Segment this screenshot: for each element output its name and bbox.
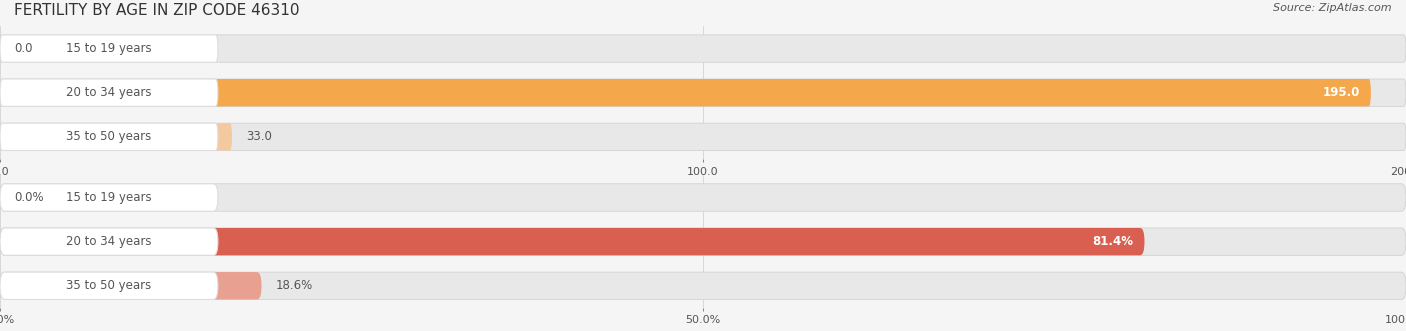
Text: 35 to 50 years: 35 to 50 years [66, 130, 152, 143]
Text: Source: ZipAtlas.com: Source: ZipAtlas.com [1274, 3, 1392, 13]
FancyBboxPatch shape [0, 228, 218, 255]
FancyBboxPatch shape [0, 184, 1406, 211]
FancyBboxPatch shape [0, 79, 1371, 106]
Text: 20 to 34 years: 20 to 34 years [66, 235, 152, 248]
Text: 35 to 50 years: 35 to 50 years [66, 279, 152, 292]
FancyBboxPatch shape [0, 228, 1144, 255]
Text: 15 to 19 years: 15 to 19 years [66, 42, 152, 55]
Text: FERTILITY BY AGE IN ZIP CODE 46310: FERTILITY BY AGE IN ZIP CODE 46310 [14, 3, 299, 18]
FancyBboxPatch shape [0, 35, 1406, 62]
FancyBboxPatch shape [0, 35, 218, 62]
FancyBboxPatch shape [0, 272, 218, 300]
Text: 81.4%: 81.4% [1092, 235, 1133, 248]
Text: 20 to 34 years: 20 to 34 years [66, 86, 152, 99]
Text: 195.0: 195.0 [1322, 86, 1360, 99]
Text: 15 to 19 years: 15 to 19 years [66, 191, 152, 204]
Text: 0.0%: 0.0% [14, 191, 44, 204]
Text: 33.0: 33.0 [246, 130, 271, 143]
FancyBboxPatch shape [0, 123, 218, 151]
FancyBboxPatch shape [0, 272, 1406, 300]
Text: 18.6%: 18.6% [276, 279, 312, 292]
FancyBboxPatch shape [0, 79, 218, 106]
FancyBboxPatch shape [0, 272, 262, 300]
FancyBboxPatch shape [0, 123, 1406, 151]
FancyBboxPatch shape [0, 228, 1406, 255]
FancyBboxPatch shape [0, 184, 218, 211]
FancyBboxPatch shape [0, 123, 232, 151]
Text: 0.0: 0.0 [14, 42, 32, 55]
FancyBboxPatch shape [0, 79, 1406, 106]
